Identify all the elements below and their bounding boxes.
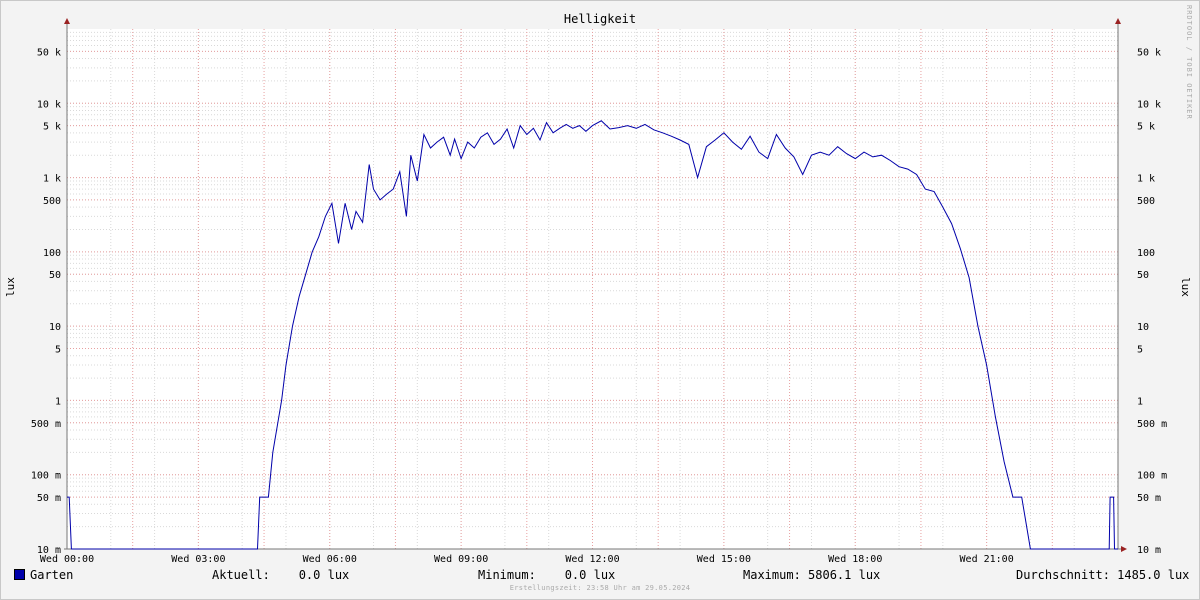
legend-average-value: Durchschnitt: 1485.0 lux: [1016, 568, 1190, 582]
plot-area: [67, 29, 1118, 549]
y-tick-label-left: 50 m: [37, 493, 61, 504]
y-tick-label-left: 100 m: [31, 471, 61, 482]
y-tick-label-right: 1 k: [1137, 174, 1155, 185]
y-tick-label-right: 100 m: [1137, 471, 1167, 482]
y-tick-label-right: 500 m: [1137, 419, 1167, 430]
y-axis-label-left: lux: [4, 277, 17, 297]
y-tick-label-right: 5: [1137, 345, 1143, 356]
footer-timestamp: Erstellungszeit: 23:58 Uhr am 29.05.2024: [509, 584, 691, 592]
legend-series-name: Garten: [30, 568, 74, 582]
x-tick-label: Wed 00:00: [40, 554, 94, 565]
legend-minimum-value: Minimum: 0.0 lux: [478, 568, 616, 582]
y-tick-label-right: 10: [1137, 322, 1149, 333]
y-tick-label-right: 50 k: [1137, 47, 1161, 58]
series-layer: [67, 120, 1118, 550]
y-tick-label-right: 1: [1137, 396, 1143, 407]
y-tick-label-right: 100: [1137, 248, 1155, 259]
x-axis-arrow: [1121, 546, 1127, 552]
y-tick-label-right: 500: [1137, 196, 1155, 207]
y-tick-label-left: 10: [49, 322, 61, 333]
y-tick-label-left: 1: [55, 396, 61, 407]
y-axis-arrow-right: [1115, 18, 1121, 24]
legend-maximum-value: Maximum: 5806.1 lux: [743, 568, 881, 582]
y-tick-label-left: 5: [55, 345, 61, 356]
y-tick-label-right: 10 m: [1137, 545, 1161, 556]
legend: Garten Aktuell: 0.0 lux Minimum: 0.0 lux…: [0, 566, 1200, 584]
grid: [66, 29, 1119, 550]
y-tick-label-left: 10 k: [37, 99, 61, 110]
y-axis-label-right: lux: [1179, 277, 1192, 297]
axes: 10 m 10 m 50 m 50 m 100 m 100 m 500 m 500 m 1 1 5 5…: [31, 18, 1167, 565]
y-axis-arrow-left: [64, 18, 70, 24]
x-tick-label: Wed 15:00: [697, 554, 751, 565]
rrdtool-watermark: RRDTOOL / TOBI OETIKER: [1185, 5, 1193, 120]
x-tick-label: Wed 12:00: [565, 554, 619, 565]
y-tick-label-right: 10 k: [1137, 99, 1161, 110]
chart-title: Helligkeit: [564, 12, 636, 26]
y-tick-label-left: 500 m: [31, 419, 61, 430]
legend-swatch-garten: [14, 569, 25, 580]
y-tick-label-right: 50: [1137, 270, 1149, 281]
y-tick-label-right: 50 m: [1137, 493, 1161, 504]
y-tick-label-right: 5 k: [1137, 122, 1155, 133]
x-tick-label: Wed 06:00: [303, 554, 357, 565]
y-tick-label-left: 10 m: [37, 545, 61, 556]
series-line-garten: [67, 120, 1118, 550]
y-tick-label-left: 1 k: [43, 174, 61, 185]
legend-current-value: Aktuell: 0.0 lux: [212, 568, 350, 582]
y-tick-label-left: 500: [43, 196, 61, 207]
x-tick-label: Wed 21:00: [960, 554, 1014, 565]
y-tick-label-left: 5 k: [43, 122, 61, 133]
x-tick-label: Wed 03:00: [171, 554, 225, 565]
y-tick-label-left: 50: [49, 270, 61, 281]
y-tick-label-left: 100: [43, 248, 61, 259]
y-tick-label-left: 50 k: [37, 47, 61, 58]
x-tick-label: Wed 18:00: [828, 554, 882, 565]
x-tick-label: Wed 09:00: [434, 554, 488, 565]
